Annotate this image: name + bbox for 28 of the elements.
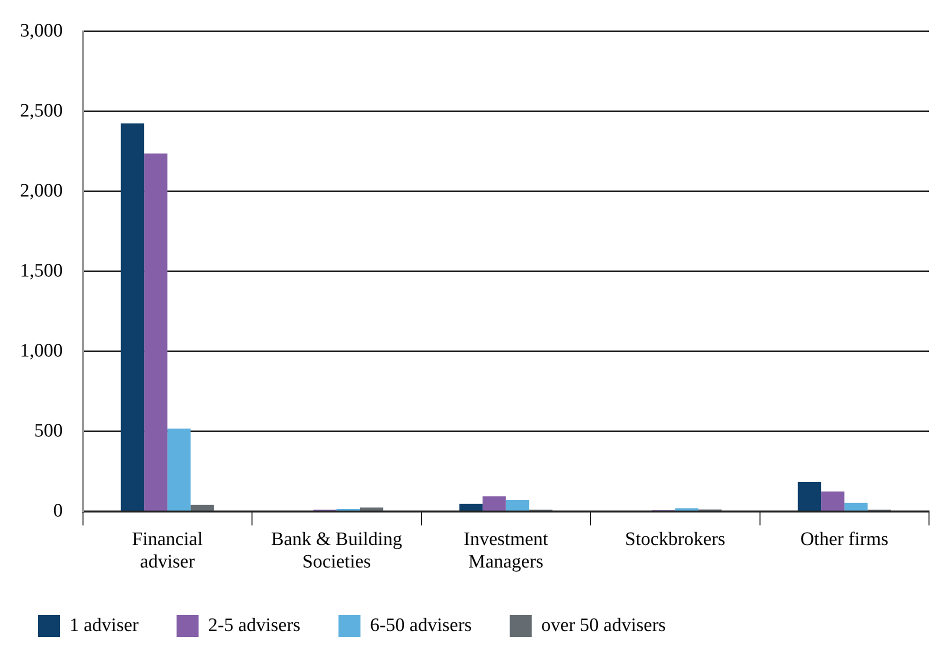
y-tick-label: 2,500 <box>20 100 63 122</box>
bar <box>821 492 844 511</box>
y-tick-label: 3,000 <box>20 20 63 42</box>
bar <box>120 123 144 511</box>
x-tick-label: Bank & Building Societies <box>271 528 403 573</box>
x-tick-label: Investment Managers <box>464 528 549 573</box>
y-tick-label: 1,000 <box>20 340 63 362</box>
bar <box>144 153 168 511</box>
y-tick-label: 500 <box>34 420 63 442</box>
legend-label: 6-50 advisers <box>370 614 472 636</box>
bar <box>459 504 483 511</box>
bar <box>482 496 506 511</box>
legend-label: 1 adviser <box>70 614 140 636</box>
bar <box>844 502 868 511</box>
bar <box>506 500 530 511</box>
legend-label: over 50 advisers <box>541 614 666 636</box>
bar <box>675 508 698 511</box>
bar <box>190 504 214 511</box>
x-tick-label: Other firms <box>800 528 888 550</box>
bar <box>798 482 822 511</box>
legend-label: 2-5 advisers <box>208 614 300 636</box>
x-tick-label: Financial adviser <box>132 528 203 573</box>
bar <box>360 508 384 511</box>
y-tick-label: 2,000 <box>20 180 63 202</box>
y-tick-label: 0 <box>53 500 63 522</box>
y-tick-label: 1,500 <box>20 260 63 282</box>
x-tick-label: Stockbrokers <box>624 528 726 550</box>
bar <box>167 428 191 511</box>
